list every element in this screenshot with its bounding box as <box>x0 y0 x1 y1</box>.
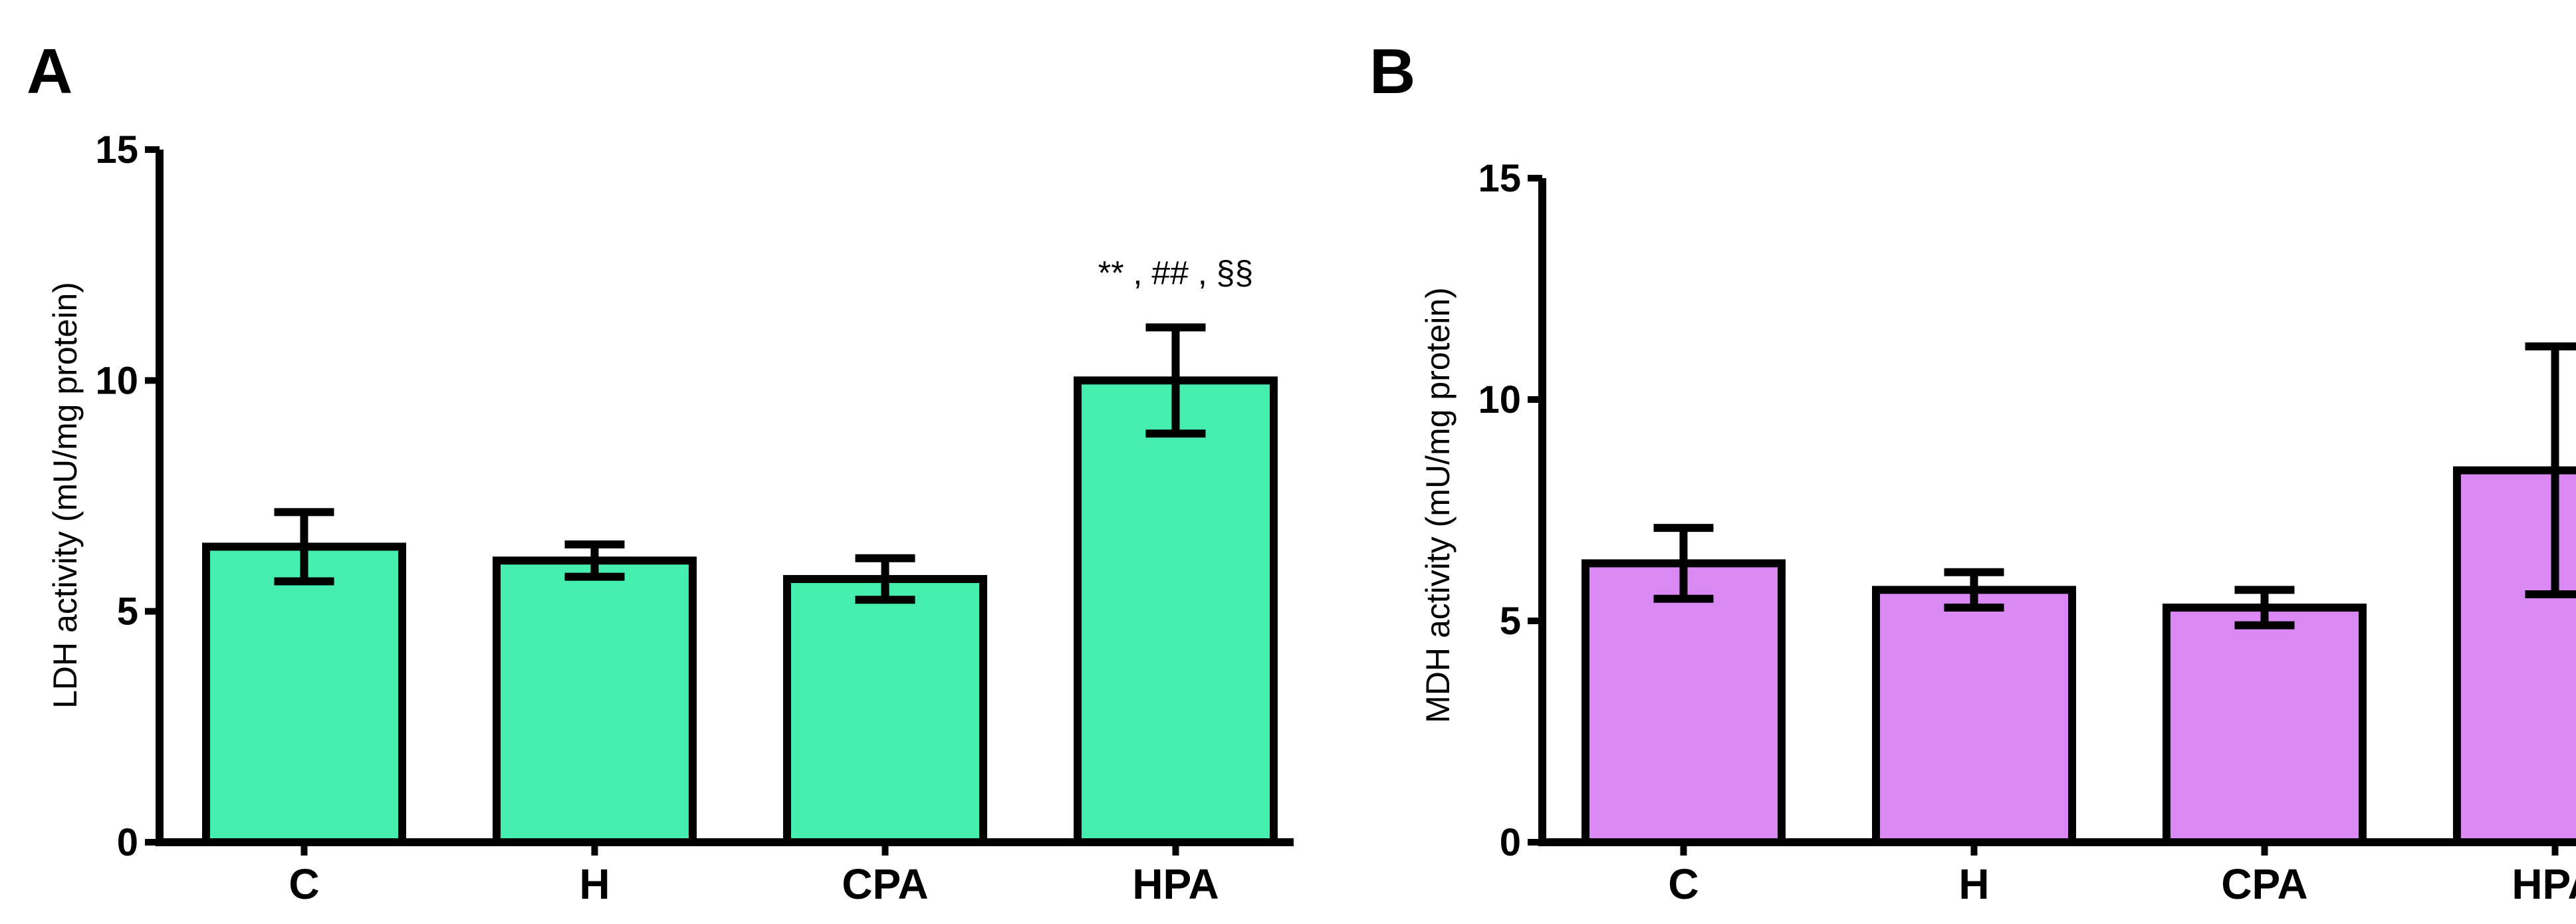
panel-a-y-tick-label: 5 <box>117 590 138 634</box>
panel-a-plot: C H CPA HPA ** , ## , §§ 0 5 10 15 <box>95 128 1294 908</box>
panel-b-y-tick-label: 15 <box>1478 157 1521 200</box>
panel-b-error-bar-cpa <box>2234 586 2295 630</box>
panel-a-x-tick-label: H <box>579 860 610 908</box>
panel-a-y-tick-label: 15 <box>95 128 138 172</box>
panel-a-x-tick-label: CPA <box>842 860 928 908</box>
panel-a-error-bar-c <box>274 508 334 586</box>
panel-a-bar-c <box>202 542 406 846</box>
panel-a-error-bar-hpa <box>1145 323 1206 438</box>
panel-a: A LDH activity (mU/mg protein) C H CPA HPA *… <box>27 36 1294 908</box>
panel-b: B MDH activity (mU/mg protein) C H CPA HPA 0… <box>1369 36 2576 908</box>
panel-b-error-bar-c <box>1653 524 1714 603</box>
panel-b-x-tick-label: C <box>1668 860 1698 908</box>
panel-a-y-axis-title: LDH activity (mU/mg protein) <box>47 282 84 709</box>
panel-b-y-tick-label: 0 <box>1500 821 1521 864</box>
panel-b-x-tick-label: HPA <box>2512 860 2576 908</box>
panel-a-error-bar-cpa <box>855 554 915 604</box>
panel-b-label: B <box>1369 36 1415 107</box>
panel-a-x-tick-label: C <box>289 860 319 908</box>
panel-b-bar-h <box>1872 586 2076 846</box>
panel-b-error-bar-hpa <box>2525 342 2576 599</box>
panel-a-bar-h <box>493 556 697 847</box>
panel-b-bar-cpa <box>2163 604 2367 847</box>
panel-b-plot: C H CPA HPA 0 5 10 15 <box>1478 157 2576 908</box>
panel-b-x-tick-label: H <box>1958 860 1989 908</box>
panel-a-label: A <box>27 36 72 107</box>
panel-a-x-tick-label: HPA <box>1132 860 1219 908</box>
panel-a-annotation: ** , ## , §§ <box>1098 254 1254 291</box>
panel-b-y-tick-label: 5 <box>1500 600 1521 643</box>
panel-b-error-bar-h <box>1944 568 2004 612</box>
panel-a-error-bar-h <box>564 540 625 581</box>
panel-a-y-tick-label: 10 <box>95 359 138 402</box>
panel-b-bar-c <box>1581 559 1786 846</box>
panel-b-y-tick-label: 10 <box>1478 378 1521 421</box>
panel-b-y-axis-title: MDH activity (mU/mg protein) <box>1419 287 1457 723</box>
panel-a-bar-hpa <box>1074 376 1278 846</box>
panel-a-y-tick-label: 0 <box>117 821 138 864</box>
panel-b-x-tick-label: CPA <box>2221 860 2307 908</box>
panel-a-bar-cpa <box>783 575 987 846</box>
